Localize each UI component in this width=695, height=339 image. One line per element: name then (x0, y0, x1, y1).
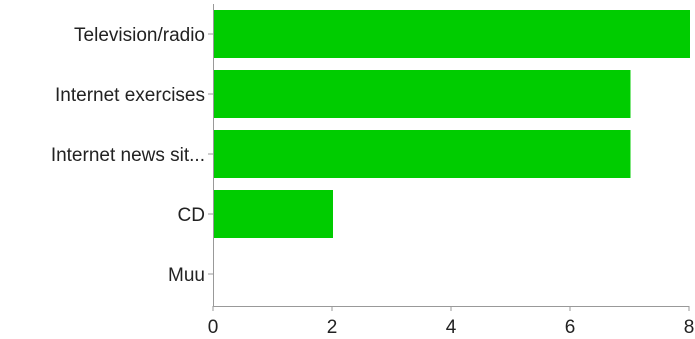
x-tick-label-0: 0 (208, 317, 219, 338)
bar-2 (214, 130, 631, 178)
category-labels: Television/radio Internet exercises Intern… (51, 25, 205, 286)
axes (208, 4, 690, 311)
bar-3 (214, 190, 333, 238)
x-tick-label-1: 2 (327, 317, 338, 338)
category-label-2: Internet news sit... (51, 145, 205, 166)
category-label-1: Internet exercises (55, 85, 205, 106)
x-tick-label-2: 4 (446, 317, 457, 338)
category-label-4: Muu (168, 265, 205, 286)
bar-1 (214, 70, 631, 118)
x-tick-labels: 0 2 4 6 8 (208, 317, 695, 338)
category-label-0: Television/radio (74, 25, 205, 46)
category-label-3: CD (178, 205, 205, 226)
x-tick-label-4: 8 (684, 317, 695, 338)
bars-group (214, 10, 690, 238)
bar-0 (214, 10, 690, 58)
x-tick-label-3: 6 (565, 317, 576, 338)
